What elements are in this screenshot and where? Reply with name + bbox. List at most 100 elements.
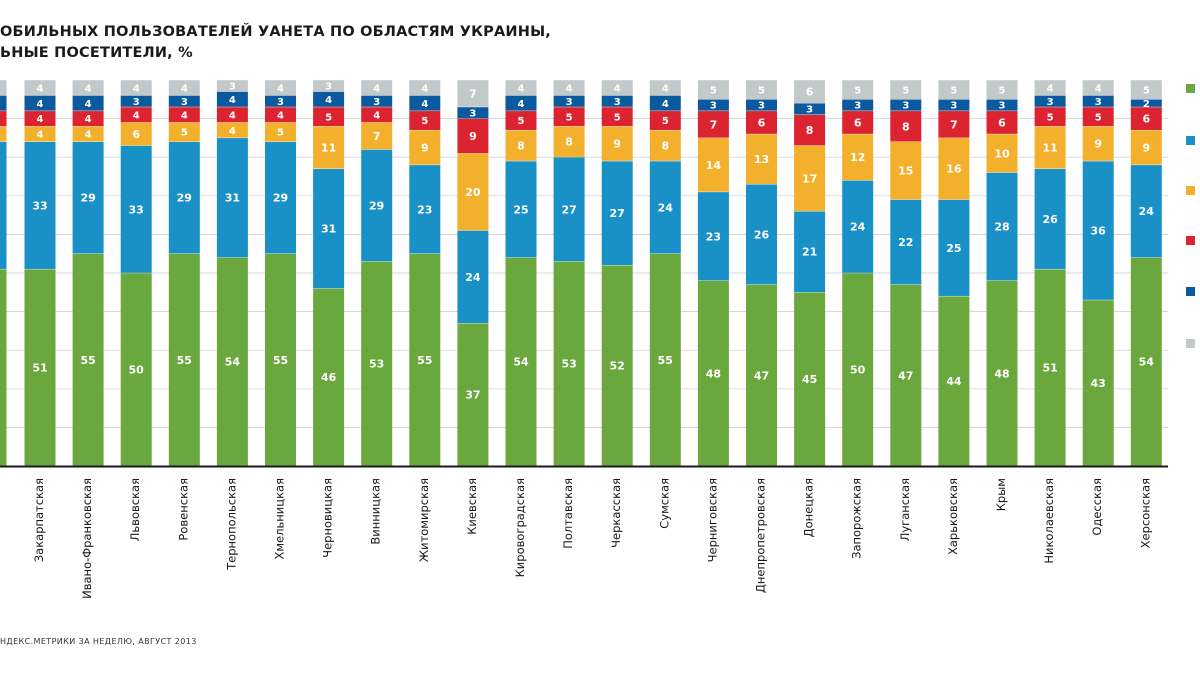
bar-segment <box>505 95 537 111</box>
bar-segment <box>313 91 345 107</box>
data-label: 4 <box>325 95 332 106</box>
bar-segment <box>697 111 729 138</box>
bar-segment <box>697 80 729 100</box>
bar-segment <box>1034 126 1066 169</box>
bar-segment <box>649 95 681 111</box>
bar-segment <box>409 130 441 165</box>
bar-segment <box>505 111 537 130</box>
data-label: 46 <box>321 371 337 384</box>
legend-swatch <box>1186 339 1195 348</box>
category-label: Запорожская <box>850 478 864 559</box>
bar-segment <box>842 180 874 273</box>
data-label: 4 <box>133 110 140 121</box>
data-label: 48 <box>706 367 721 380</box>
data-label: 6 <box>1142 113 1150 126</box>
data-label: 4 <box>37 114 44 125</box>
data-label: 31 <box>321 223 336 236</box>
bar-segment <box>409 95 441 111</box>
data-label: 3 <box>999 101 1006 112</box>
data-label: 33 <box>32 199 47 212</box>
bar-Тернопольская: 54 31 4 4 4 3 <box>216 80 248 466</box>
data-label: 5 <box>181 128 188 139</box>
bar-segment <box>890 99 922 111</box>
data-label: 4 <box>37 83 44 94</box>
data-label: 10 <box>994 147 1010 160</box>
bar-segment <box>1034 95 1066 107</box>
bar-segment <box>986 99 1018 111</box>
bar-segment <box>842 134 874 181</box>
bar-segment <box>1130 80 1162 100</box>
data-label: 26 <box>1042 213 1058 226</box>
bar-Херсонская: 54 24 9 6 2 5 <box>1130 80 1162 466</box>
data-label: 4 <box>229 110 236 121</box>
bar-segment <box>265 95 296 107</box>
legend-swatch <box>1186 136 1195 145</box>
bar-segment <box>1082 80 1114 96</box>
data-label: 9 <box>469 130 477 143</box>
bar-segment <box>697 99 729 111</box>
bar-segment <box>986 280 1018 466</box>
bar-segment <box>1130 130 1162 165</box>
data-label: 4 <box>373 110 380 121</box>
data-label: 13 <box>754 153 769 166</box>
category-label: Киевская <box>465 478 479 535</box>
data-label: 4 <box>85 114 92 125</box>
category-label: Луганская <box>898 478 912 541</box>
bar-segment <box>1130 107 1162 130</box>
bar-segment <box>168 122 200 142</box>
bar-Закарпатская: 51 33 4 4 4 4 <box>24 80 56 466</box>
data-label: 5 <box>662 116 669 127</box>
category-label: Ивано-Франковская <box>80 478 94 599</box>
data-label: 14 <box>706 159 722 172</box>
data-label: 54 <box>1139 356 1155 369</box>
bar-Черновицкая: 46 31 11 5 4 3 <box>313 80 345 466</box>
category-label: Херсонская <box>1138 478 1152 548</box>
data-label: 4 <box>373 83 380 94</box>
bar-segment <box>938 111 970 138</box>
bar-segment <box>457 230 489 323</box>
bar-segment <box>24 95 56 111</box>
data-label: 26 <box>754 228 770 241</box>
bar-segment <box>313 288 345 466</box>
data-label: 2 <box>1143 99 1150 110</box>
data-label: 4 <box>566 83 573 94</box>
data-label: 4 <box>229 95 236 106</box>
data-label: 4 <box>421 99 428 110</box>
data-label: 5 <box>614 112 621 123</box>
category-label: Хмельницкая <box>273 478 287 560</box>
bar-segment <box>794 80 826 103</box>
bar-segment <box>938 80 970 100</box>
data-label: 6 <box>806 86 814 99</box>
data-label: 5 <box>277 128 284 139</box>
bar-segment <box>601 126 633 161</box>
bar-segment <box>24 269 56 466</box>
bar-segment <box>24 111 56 127</box>
data-label: 53 <box>561 358 576 371</box>
category-label: Винницкая <box>369 478 383 545</box>
bar-segment <box>0 269 7 466</box>
data-label: 24 <box>850 221 866 234</box>
data-label: 4 <box>85 83 92 94</box>
category-label: Закарпатская <box>32 478 46 562</box>
data-label: 51 <box>32 362 47 375</box>
data-label: 4 <box>181 83 188 94</box>
data-label: 47 <box>754 369 769 382</box>
bar-Запорожская: 50 24 12 6 3 5 <box>842 80 874 466</box>
bar-segment <box>697 280 729 466</box>
bar-segment <box>505 130 537 161</box>
category-label: Одесская <box>1090 478 1104 536</box>
bar-segment <box>649 130 681 161</box>
bar-segment <box>890 141 922 200</box>
data-label: 53 <box>369 358 384 371</box>
bar-segment <box>265 253 296 466</box>
data-label: 4 <box>85 99 92 110</box>
data-label: 27 <box>561 203 576 216</box>
data-label: 3 <box>229 81 236 92</box>
data-label: 25 <box>946 242 961 255</box>
data-label: 11 <box>1042 142 1057 155</box>
bar-segment <box>649 80 681 96</box>
bar-segment <box>938 99 970 111</box>
category-label: Черновицкая <box>321 478 335 558</box>
bar-segment <box>1130 257 1162 466</box>
